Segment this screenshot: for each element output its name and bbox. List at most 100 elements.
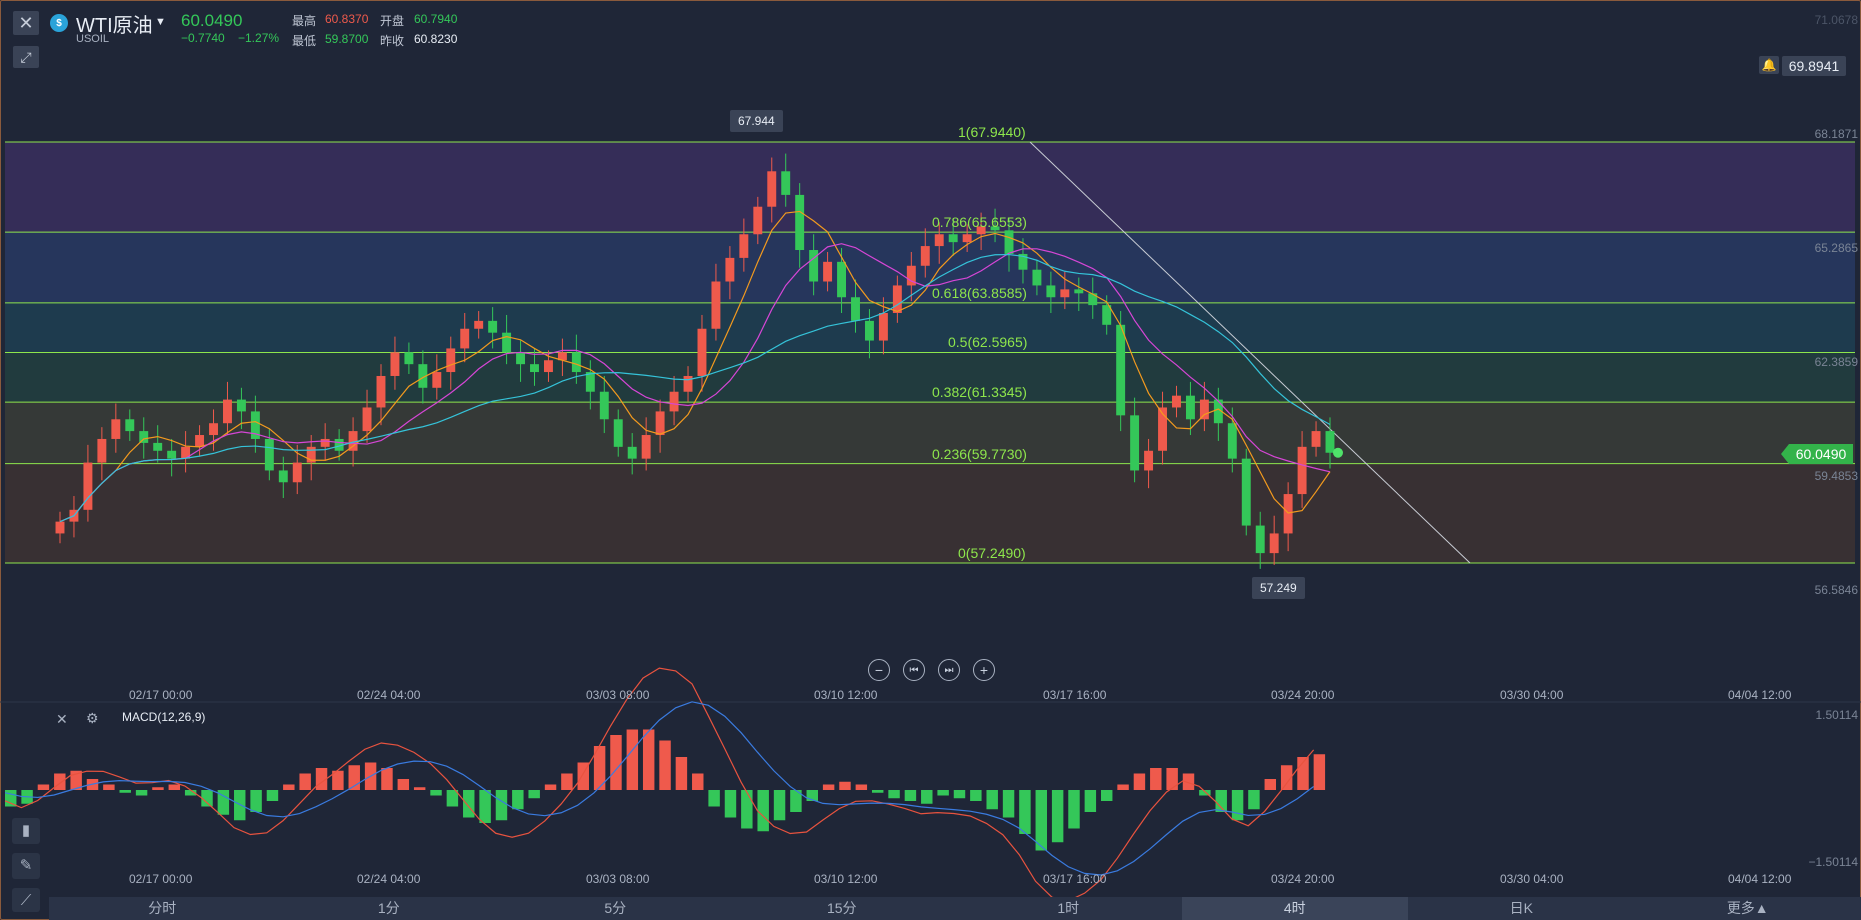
draw-tool-icon: ⤢: [20, 48, 32, 65]
chevron-down-icon[interactable]: ▼: [155, 16, 166, 28]
scroll-end-button[interactable]: ⏭: [938, 659, 960, 681]
candle-body: [1185, 395, 1195, 420]
fib-label-0: 0(57.2490): [958, 545, 1026, 561]
candle-body: [195, 435, 205, 447]
candle-body: [1283, 494, 1293, 534]
close-indicator-button[interactable]: ✕: [56, 711, 68, 728]
line-tool-button[interactable]: ⟋: [12, 888, 40, 912]
candle-body: [655, 411, 665, 436]
macd-bar: [871, 790, 884, 793]
candle-body: [1172, 395, 1181, 408]
tab-timeshare[interactable]: 分时: [148, 900, 177, 916]
candle-body: [823, 261, 833, 282]
macd-bar: [463, 790, 475, 818]
tab-more[interactable]: 更多▲: [1726, 900, 1769, 916]
macd-bar: [512, 790, 524, 810]
time-axis-label: 02/24 04:00: [357, 872, 421, 886]
fib-label-0236: 0.236(59.7730): [932, 446, 1027, 462]
macd-bar: [806, 790, 818, 801]
candle-body: [97, 438, 107, 463]
ma10-line: [59, 243, 1331, 523]
price-axis-label: 59.4853: [1814, 469, 1858, 483]
tab-daily[interactable]: 日K: [1509, 900, 1533, 916]
macd-bar: [528, 790, 540, 799]
candle-body: [1116, 324, 1126, 416]
candle-body: [320, 438, 330, 447]
macd-dea-line: [4, 701, 1315, 876]
candle-body: [976, 226, 986, 235]
candle-body: [1046, 285, 1056, 298]
macd-bar: [381, 768, 393, 790]
candle-body: [697, 328, 707, 376]
zoom-in-button[interactable]: +: [973, 659, 995, 681]
macd-bar: [266, 790, 279, 801]
line-tool-icon: ⟋: [20, 892, 32, 909]
last-price-box: 69.8941: [1782, 56, 1846, 76]
low-callout: 57.249: [1252, 577, 1305, 599]
fib-label-0618: 0.618(63.8585): [932, 285, 1027, 301]
candle-body: [223, 399, 232, 424]
candle-body: [990, 226, 1000, 231]
candle-body: [962, 234, 972, 243]
macd-bar: [790, 790, 802, 812]
candle-body: [474, 320, 484, 329]
candle-body: [488, 320, 498, 333]
symbol-name[interactable]: WTI原油: [76, 15, 153, 37]
candle-body: [627, 446, 637, 459]
candle-body: [1018, 253, 1028, 270]
settings-icon: ⚙: [86, 710, 99, 726]
candle-body: [1032, 269, 1042, 286]
macd-bar: [283, 784, 295, 790]
macd-bar: [413, 787, 426, 790]
macd-bar: [1100, 790, 1113, 801]
fib-band: [5, 302, 1855, 353]
candle-body: [516, 352, 526, 365]
macd-bar: [1133, 773, 1146, 790]
macd-bar: [217, 790, 230, 815]
tab-15min[interactable]: 15分: [826, 900, 857, 916]
zoom-out-button[interactable]: −: [868, 659, 890, 681]
candle-body: [1158, 407, 1167, 451]
time-axis-label: 03/17 16:00: [1043, 688, 1107, 702]
macd-bar: [757, 790, 769, 832]
macd-bar: [430, 790, 442, 796]
time-axis-label: 04/04 12:00: [1728, 688, 1792, 702]
skip-back-icon: ⏮: [909, 665, 919, 676]
candle-body: [1088, 293, 1098, 306]
minus-icon: −: [874, 662, 884, 678]
candle-body: [767, 171, 777, 207]
macd-bar: [1264, 779, 1277, 790]
fib-band: [5, 463, 1855, 563]
candle-body: [446, 348, 456, 373]
candle-body: [125, 419, 135, 432]
time-axis-label: 02/17 00:00: [129, 688, 193, 702]
price-alert-button[interactable]: 🔔: [1759, 56, 1779, 74]
time-axis-label: 03/10 12:00: [814, 872, 878, 886]
candle-body: [864, 320, 874, 341]
pen-tool-button[interactable]: ✎: [12, 853, 40, 879]
indicator-tool-button[interactable]: ▮: [12, 818, 40, 844]
close-button[interactable]: ✕: [13, 11, 39, 35]
candle-body: [851, 297, 860, 321]
last-price-dot: [1333, 447, 1343, 458]
tab-1hour[interactable]: 1时: [1057, 900, 1080, 916]
tab-5min[interactable]: 5分: [604, 900, 627, 916]
fib-band: [5, 402, 1855, 464]
tab-1min[interactable]: 1分: [377, 900, 400, 916]
macd-bar: [495, 790, 508, 821]
macd-bar: [299, 773, 311, 790]
tab-4hour[interactable]: 4时: [1181, 897, 1408, 920]
candle-body: [362, 407, 372, 432]
candle-body: [725, 257, 735, 282]
timeframe-tabs: 分时 1分 5分 15分 1时 4时 日K 更多▲: [49, 897, 1861, 920]
macd-min-label: −1.50114: [1808, 855, 1859, 869]
indicator-settings-button[interactable]: ⚙: [86, 710, 99, 727]
high-value: 60.8370: [325, 12, 369, 26]
scroll-start-button[interactable]: ⏮: [903, 659, 925, 681]
macd-bar: [692, 773, 704, 790]
draw-tool-button[interactable]: ⤢: [13, 46, 39, 68]
close-icon: ✕: [18, 12, 34, 33]
close-icon: ✕: [56, 711, 68, 727]
macd-bar: [152, 787, 164, 790]
